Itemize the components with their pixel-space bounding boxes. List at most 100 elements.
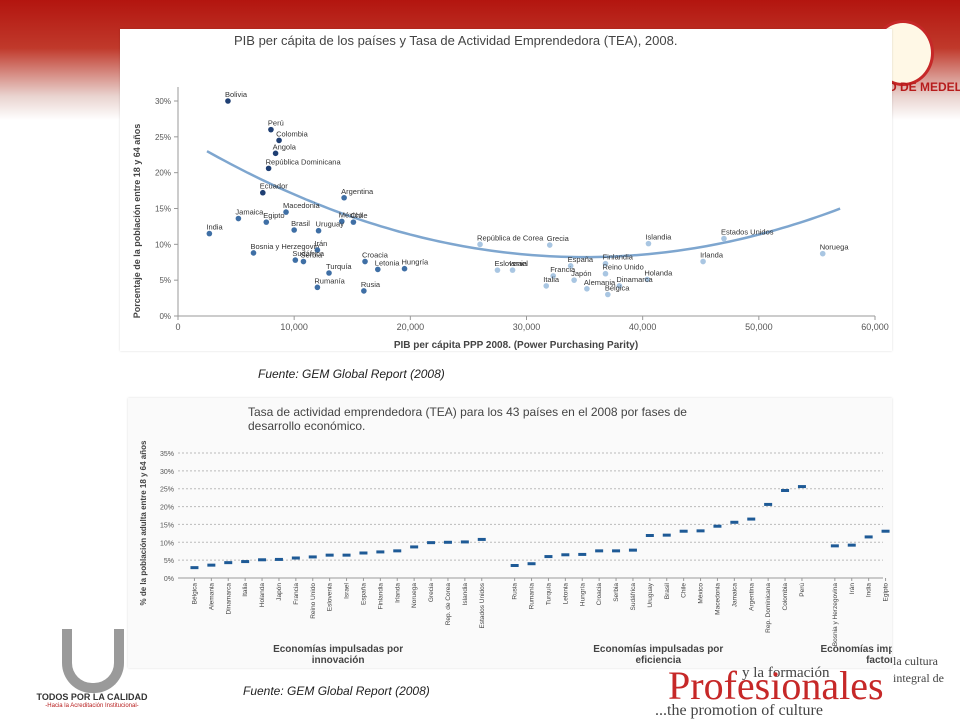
x-tick-label: Irán — [849, 583, 856, 595]
bar-mark — [291, 556, 300, 560]
data-point — [375, 266, 381, 273]
x-tick-label: Brasil — [664, 582, 671, 599]
data-point — [567, 263, 574, 269]
x-tick-label: Japón — [276, 583, 283, 601]
trend-line — [206, 150, 841, 259]
point-label: Italia — [543, 275, 560, 284]
data-point — [721, 235, 727, 242]
data-point — [260, 189, 266, 196]
data-point — [292, 257, 299, 263]
point-label: Holanda — [644, 268, 673, 277]
point-label: Grecia — [547, 234, 570, 243]
logo-title: TODOS POR LA CALIDAD — [36, 692, 148, 702]
y-tick-label: 30% — [155, 97, 171, 106]
y-tick-label: 10% — [160, 540, 174, 547]
bar-mark — [881, 529, 890, 533]
point-label: Argentina — [341, 187, 374, 196]
y-tick-label: 20% — [155, 169, 171, 178]
point-label: Rusia — [361, 280, 381, 289]
data-point — [291, 227, 297, 233]
bar-mark — [797, 485, 806, 489]
point-label: Israel — [510, 259, 529, 268]
bar-mark — [410, 545, 419, 549]
bar-mark — [578, 552, 587, 556]
point-label: Jamaica — [235, 208, 264, 217]
x-tick-label: Turquía — [545, 583, 552, 606]
data-point — [401, 265, 408, 272]
x-tick-label: Reino Unido — [310, 583, 317, 619]
bar-mark — [510, 564, 519, 567]
x-tick-label: Argentina — [748, 583, 755, 611]
university-name: D DE MEDELLIN — [888, 80, 960, 94]
x-tick-label: Irlanda — [394, 583, 401, 603]
point-label: República de Corea — [477, 233, 544, 242]
point-label: Letonia — [375, 258, 400, 267]
x-tick-label: Islandia — [462, 583, 469, 606]
source-caption-1: Fuente: GEM Global Report (2008) — [258, 367, 445, 381]
point-label: Dinamarca — [616, 275, 653, 284]
x-tick-label: Macedonia — [714, 583, 721, 615]
chart-title-line-2: desarrollo económico. — [248, 419, 365, 433]
point-label: Eslovenia — [494, 259, 527, 268]
y-tick-label: 20% — [160, 505, 174, 512]
group-label-line-2: factores — [866, 655, 892, 666]
x-tick-label: 40,000 — [629, 322, 657, 332]
x-tick-label: Israel — [344, 582, 351, 598]
group-label-line-2: eficiencia — [636, 655, 682, 666]
point-label: Croacia — [362, 251, 389, 260]
data-point — [283, 209, 289, 215]
x-tick-label: 30,000 — [513, 322, 541, 332]
data-point — [265, 165, 272, 172]
scatter-chart-panel: PIB per cápita de los países y Tasa de A… — [120, 29, 892, 351]
point-label: Uruguay — [316, 220, 345, 229]
data-point — [644, 276, 651, 283]
group-label-line-1: Economías impulsadas por — [593, 644, 723, 655]
bar-mark — [241, 560, 250, 564]
y-tick-label: 25% — [155, 133, 171, 142]
side-text-1: la cultura — [893, 654, 938, 668]
data-point — [338, 218, 345, 225]
source-caption-2: Fuente: GEM Global Report (2008) — [243, 684, 430, 698]
data-point — [361, 288, 367, 294]
data-point — [602, 270, 609, 277]
point-label: Francia — [550, 265, 576, 274]
data-point — [494, 267, 501, 273]
x-tick-label: 50,000 — [745, 322, 773, 332]
data-point — [350, 219, 357, 225]
y-tick-label: 0% — [164, 576, 174, 583]
x-tick-label: 10,000 — [280, 322, 308, 332]
point-label: Reino Unido — [602, 263, 643, 272]
point-label: República Dominicana — [266, 157, 342, 166]
point-label: Noruega — [820, 243, 850, 252]
x-tick-label: Perú — [799, 583, 806, 597]
x-tick-label: Dinamarca — [225, 583, 232, 615]
point-label: Japón — [571, 269, 591, 278]
point-label: Islandia — [645, 233, 672, 242]
data-point — [341, 194, 347, 201]
x-tick-label: España — [360, 583, 367, 605]
bar-mark — [696, 529, 705, 533]
bar-mark — [830, 544, 839, 548]
point-label: Sudáfrica — [292, 249, 325, 258]
data-point — [543, 283, 550, 289]
bar-mark — [460, 540, 469, 544]
point-label: Bélgica — [605, 284, 630, 293]
point-label: Alemania — [584, 278, 616, 287]
bar-mark — [612, 549, 621, 553]
brand-word: Profesionales — [668, 663, 884, 708]
data-point — [550, 273, 557, 279]
point-label: Turquía — [326, 262, 352, 271]
data-point — [602, 260, 609, 267]
x-tick-label: Rusia — [512, 583, 519, 600]
x-tick-label: Hungría — [579, 583, 586, 607]
x-tick-label: Colombia — [782, 583, 789, 611]
bar-mark — [207, 563, 216, 567]
data-point — [225, 98, 231, 104]
point-label: India — [206, 223, 223, 232]
x-tick-label: 20,000 — [397, 322, 425, 332]
point-label: Bolivia — [225, 90, 248, 99]
x-tick-label: 0 — [175, 322, 180, 332]
x-tick-label: Noruega — [411, 583, 418, 608]
data-point — [250, 250, 257, 256]
point-label: Egipto — [263, 211, 284, 220]
